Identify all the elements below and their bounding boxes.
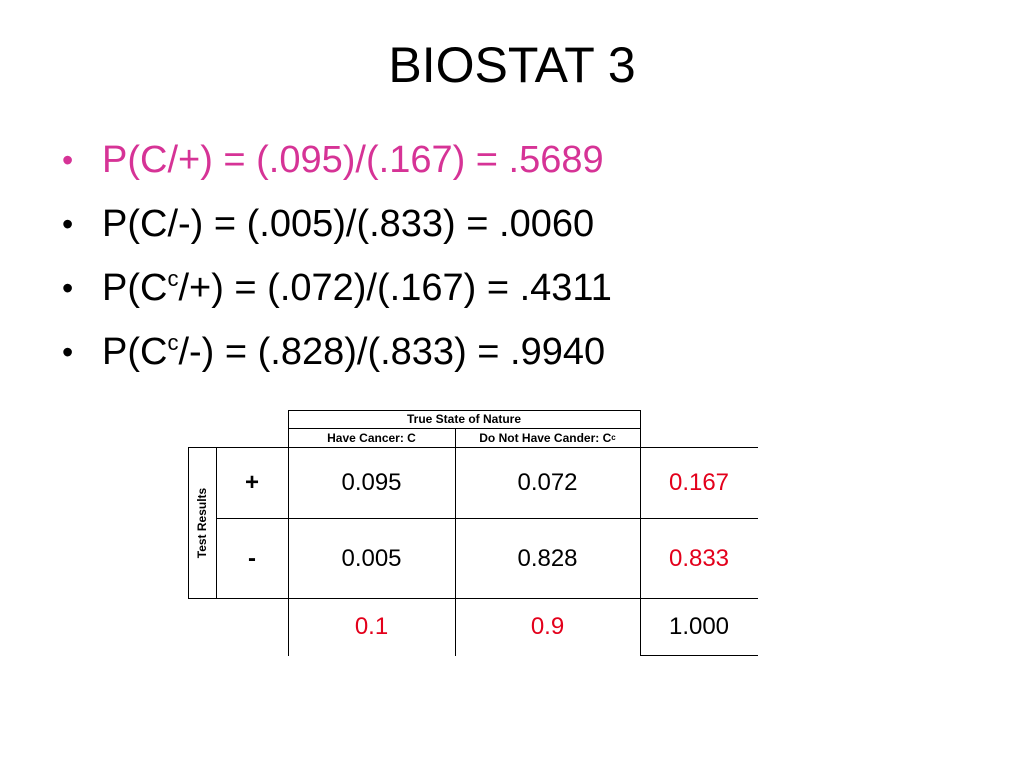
bullet-text: P(C <box>102 267 168 309</box>
table-cell: 0.095 <box>341 469 402 496</box>
row-total-cell: 0.167 <box>668 469 730 496</box>
bullet-dot-icon: • <box>62 270 74 306</box>
bullet-dot-icon: • <box>62 142 74 178</box>
row-group-label: Test Results <box>188 448 216 598</box>
table-rule <box>188 598 758 599</box>
bullet-superscript: c <box>167 330 179 355</box>
table-cell: 0.072 <box>517 469 578 496</box>
slide-title: BIOSTAT 3 <box>388 37 636 93</box>
table-rule <box>288 428 640 429</box>
table-rule <box>188 447 758 448</box>
bullet-item: • P(C/-) = (.005)/(.833) = .0060 <box>62 192 612 256</box>
table-cell: 0.005 <box>341 544 402 572</box>
column-header-cancer: Have Cancer: C <box>327 430 416 445</box>
bullet-dot-icon: • <box>62 334 74 370</box>
table-rule <box>188 447 189 599</box>
column-total-cell: 0.1 <box>354 613 389 640</box>
table-top-header: True State of Nature <box>406 412 522 426</box>
bullet-text: P(C/+) = (.095)/(.167) = .5689 <box>102 139 604 181</box>
bullet-item: • P(Cc/+) = (.072)/(.167) = .4311 <box>62 256 612 320</box>
table-rule <box>455 428 456 656</box>
table-cell: 0.828 <box>517 544 578 572</box>
bullet-text-tail: /-) = (.828)/(.833) = .9940 <box>178 331 606 373</box>
bullet-item: • P(Cc/-) = (.828)/(.833) = .9940 <box>62 320 612 384</box>
table-rule <box>288 410 289 656</box>
column-header-no-cancer-text: Do Not Have Cander: C <box>479 430 612 445</box>
bullet-item: • P(C/+) = (.095)/(.167) = .5689 <box>62 128 612 192</box>
table-rule <box>288 410 640 411</box>
table-rule <box>216 518 758 519</box>
row-sign-positive: + <box>244 469 259 496</box>
bullet-text: P(C <box>102 331 168 373</box>
table-rule <box>216 447 217 599</box>
table-rule <box>640 655 758 656</box>
bullet-list: • P(C/+) = (.095)/(.167) = .5689 • P(C/-… <box>62 128 612 384</box>
column-total-cell: 0.9 <box>530 613 565 640</box>
bullet-text-tail: /+) = (.072)/(.167) = .4311 <box>178 267 612 309</box>
row-group-label-text: Test Results <box>195 487 209 559</box>
bullet-dot-icon: • <box>62 206 74 242</box>
row-sign-negative: - <box>248 544 256 572</box>
table-rule <box>640 410 641 656</box>
grand-total-cell: 1.000 <box>668 613 730 640</box>
bullet-superscript: c <box>167 266 179 291</box>
bullet-text: P(C/-) = (.005)/(.833) = .0060 <box>102 203 595 245</box>
row-total-cell: 0.833 <box>668 544 730 572</box>
